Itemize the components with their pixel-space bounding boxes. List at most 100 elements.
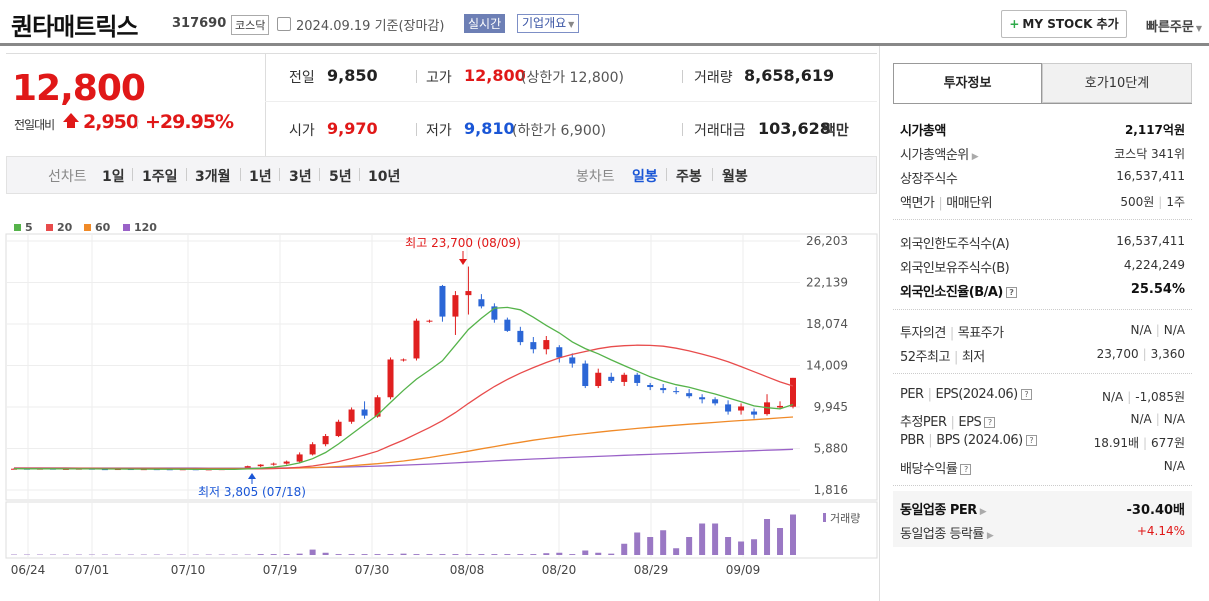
x-tick-label: 07/30 [355, 563, 390, 577]
volume-bar [725, 537, 732, 555]
volume-bar [400, 553, 407, 555]
volume-bar [517, 554, 524, 555]
help-icon[interactable]: ? [1020, 389, 1032, 400]
low-label: 저가 [426, 123, 452, 139]
w52-low-label: 최저 [961, 350, 985, 365]
volume-bar [257, 554, 264, 555]
period-1y[interactable]: 1년 [249, 169, 272, 185]
eper-label: 추정PER | EPS? [900, 411, 996, 430]
line-chart-label: 선차트 [48, 169, 87, 185]
candle-body [452, 295, 459, 317]
sector-per-label[interactable]: 동일업종 PER ▶ [900, 499, 987, 518]
tab-invest-info[interactable]: 투자정보 [893, 63, 1042, 103]
candle-body [296, 454, 303, 462]
pipe-separator: | [938, 196, 943, 211]
diff-label: 전일대비 [14, 118, 55, 132]
per-value: N/A | -1,085원 [1102, 388, 1185, 405]
tab-hoga[interactable]: 호가10단계 [1042, 63, 1192, 103]
candle-body [543, 340, 550, 350]
market-badge: 코스닥 [231, 15, 270, 35]
pipe-separator: | [949, 326, 954, 341]
candle-body [790, 377, 796, 407]
panel-divider [879, 46, 880, 601]
eper-value: N/A | N/A [1130, 412, 1185, 426]
price-chart[interactable]: 06/24 07/01 07/10 07/19 07/30 08/08 08/20 08/29… [0, 200, 879, 600]
period-10y[interactable]: 10년 [368, 169, 401, 185]
pipe-separator: | [950, 415, 955, 430]
prev-value: 9,850 [327, 66, 378, 85]
divider [712, 168, 713, 181]
y-tick-label: 18,074 [806, 317, 848, 331]
sector-box [893, 491, 1192, 547]
tab-underline [893, 103, 1192, 104]
volume-bar [569, 554, 576, 555]
opinion-label: 투자의견 | 목표주가 [900, 322, 1004, 341]
candle-body [439, 285, 446, 317]
candle-body [270, 463, 277, 465]
candle-body [712, 399, 719, 404]
legend-ma20: 20 [57, 221, 73, 234]
company-overview-dropdown[interactable]: 기업개요 ▼ [517, 14, 580, 33]
volume-label: 거래량 [694, 70, 733, 86]
chevron-down-icon: ▼ [568, 20, 575, 29]
candle-body [309, 444, 316, 455]
high-annotation: 최고 23,700 (08/09) [405, 236, 521, 250]
per-label: PER | EPS(2024.06)? [900, 387, 1032, 402]
volume-bar [309, 549, 316, 555]
legend-swatch-ma5 [14, 224, 21, 231]
realtime-button[interactable]: 실시간 [464, 14, 506, 33]
x-tick-label: 07/01 [75, 563, 110, 577]
help-icon[interactable]: ? [984, 417, 996, 428]
help-icon[interactable]: ? [1025, 435, 1037, 446]
opinion-value-text: N/A [1130, 323, 1152, 337]
period-5y[interactable]: 5년 [329, 169, 352, 185]
period-daily[interactable]: 일봉 [632, 169, 658, 185]
period-3m[interactable]: 3개월 [195, 169, 231, 185]
period-1d[interactable]: 1일 [102, 169, 125, 185]
volume-bar [738, 541, 745, 555]
x-tick-label: 07/19 [263, 563, 298, 577]
stock-code: 317690 [172, 16, 227, 31]
rank-label[interactable]: 시가총액순위 ▶ [900, 144, 979, 163]
prev-label: 전일 [289, 70, 315, 86]
volume-bar [374, 554, 381, 555]
section-divider [893, 219, 1192, 220]
stock-name: 퀀타매트릭스 [11, 13, 138, 41]
candle-body [556, 347, 563, 358]
sector-rate-label[interactable]: 동일업종 등락률 ▶ [900, 523, 994, 542]
volume-value: 8,658,619 [744, 66, 835, 85]
face-lot-label: 액면가 | 매매단위 [900, 192, 993, 211]
volume-bar [660, 530, 667, 555]
target-value-text: N/A [1163, 323, 1185, 337]
candle-body [491, 306, 498, 320]
period-bar [6, 156, 877, 194]
section-divider [893, 373, 1192, 374]
period-weekly[interactable]: 주봉 [676, 169, 702, 185]
divider [132, 168, 133, 181]
candle-body [647, 384, 654, 388]
volume-bar [790, 514, 796, 555]
volume-bar [426, 554, 433, 555]
pipe-separator: | [1155, 323, 1160, 337]
volume-bar [530, 554, 537, 555]
candle-body [335, 421, 342, 437]
face-lot-value: 500원 | 1주 [1120, 193, 1185, 210]
amount-unit: 백만 [823, 123, 849, 139]
legend-swatch-ma60 [84, 224, 91, 231]
candle-body [283, 461, 290, 464]
help-icon[interactable]: ? [960, 464, 972, 475]
pipe-separator: | [1127, 390, 1132, 404]
shares-value: 16,537,411 [1116, 169, 1185, 183]
bps-label-text: BPS (2024.06) [936, 433, 1023, 448]
volume-bar [673, 548, 680, 555]
add-mystock-button[interactable]: + MY STOCK 추가 [1001, 10, 1127, 38]
period-3y[interactable]: 3년 [289, 169, 312, 185]
volume-bar [439, 554, 446, 555]
quick-order-button[interactable]: 빠른주문 ▼ [1146, 16, 1202, 35]
volume-bar [777, 528, 784, 555]
period-1w[interactable]: 1주일 [142, 169, 178, 185]
help-icon[interactable]: ? [1005, 287, 1017, 298]
volume-bar [595, 552, 602, 555]
caret-right-icon: ▶ [986, 531, 994, 541]
period-monthly[interactable]: 월봉 [722, 169, 748, 185]
